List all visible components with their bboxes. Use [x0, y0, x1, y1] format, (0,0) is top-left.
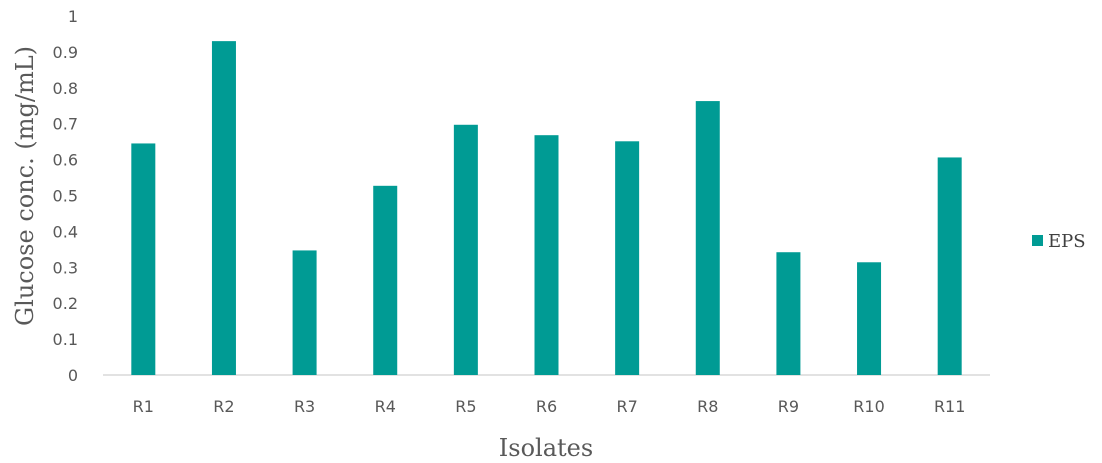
x-axis-title: Isolates [499, 434, 593, 462]
bar-r9 [776, 252, 801, 375]
y-tick-label: 0.9 [53, 43, 78, 62]
bar-r3 [292, 250, 317, 375]
x-tick-label: R2 [213, 397, 234, 416]
bar-r11 [937, 157, 962, 375]
y-tick-label: 1 [68, 7, 78, 26]
bar-r5 [453, 124, 478, 375]
x-tick-label: R4 [375, 397, 396, 416]
y-tick-label: 0.6 [53, 151, 78, 170]
legend-swatch [1032, 235, 1043, 246]
bar-r4 [373, 185, 398, 375]
x-tick-label: R1 [133, 397, 154, 416]
bar-r2 [211, 41, 236, 375]
y-tick-label: 0.4 [53, 222, 78, 241]
bars-group [131, 41, 962, 375]
bar-r8 [695, 101, 720, 375]
x-tick-label: R9 [778, 397, 799, 416]
bar-r7 [615, 141, 640, 375]
bar-r1 [131, 143, 156, 375]
y-tick-label: 0.5 [53, 187, 78, 206]
y-tick-label: 0.3 [53, 258, 78, 277]
y-tick-label: 0.2 [53, 294, 78, 313]
bar-r10 [857, 262, 882, 375]
y-axis-title: Glucose conc. (mg/mL) [11, 46, 39, 326]
x-axis-ticks: R1 R2 R3 R4 R5 R6 R7 R8 R9 R10 R11 [133, 397, 966, 416]
y-tick-label: 0 [68, 366, 78, 385]
x-tick-label: R3 [294, 397, 315, 416]
y-axis-ticks: 0 0.1 0.2 0.3 0.4 0.5 0.6 0.7 0.8 0.9 1 [53, 7, 78, 385]
x-tick-label: R5 [455, 397, 476, 416]
x-tick-label: R6 [536, 397, 557, 416]
legend-label-eps: EPS [1048, 231, 1086, 252]
legend: EPS [1032, 231, 1086, 252]
x-tick-label: R11 [934, 397, 965, 416]
x-tick-label: R8 [697, 397, 718, 416]
x-tick-label: R7 [616, 397, 637, 416]
y-tick-label: 0.1 [53, 330, 78, 349]
bar-r6 [534, 135, 559, 375]
x-tick-label: R10 [853, 397, 884, 416]
y-tick-label: 0.8 [53, 79, 78, 98]
y-tick-label: 0.7 [53, 115, 78, 134]
